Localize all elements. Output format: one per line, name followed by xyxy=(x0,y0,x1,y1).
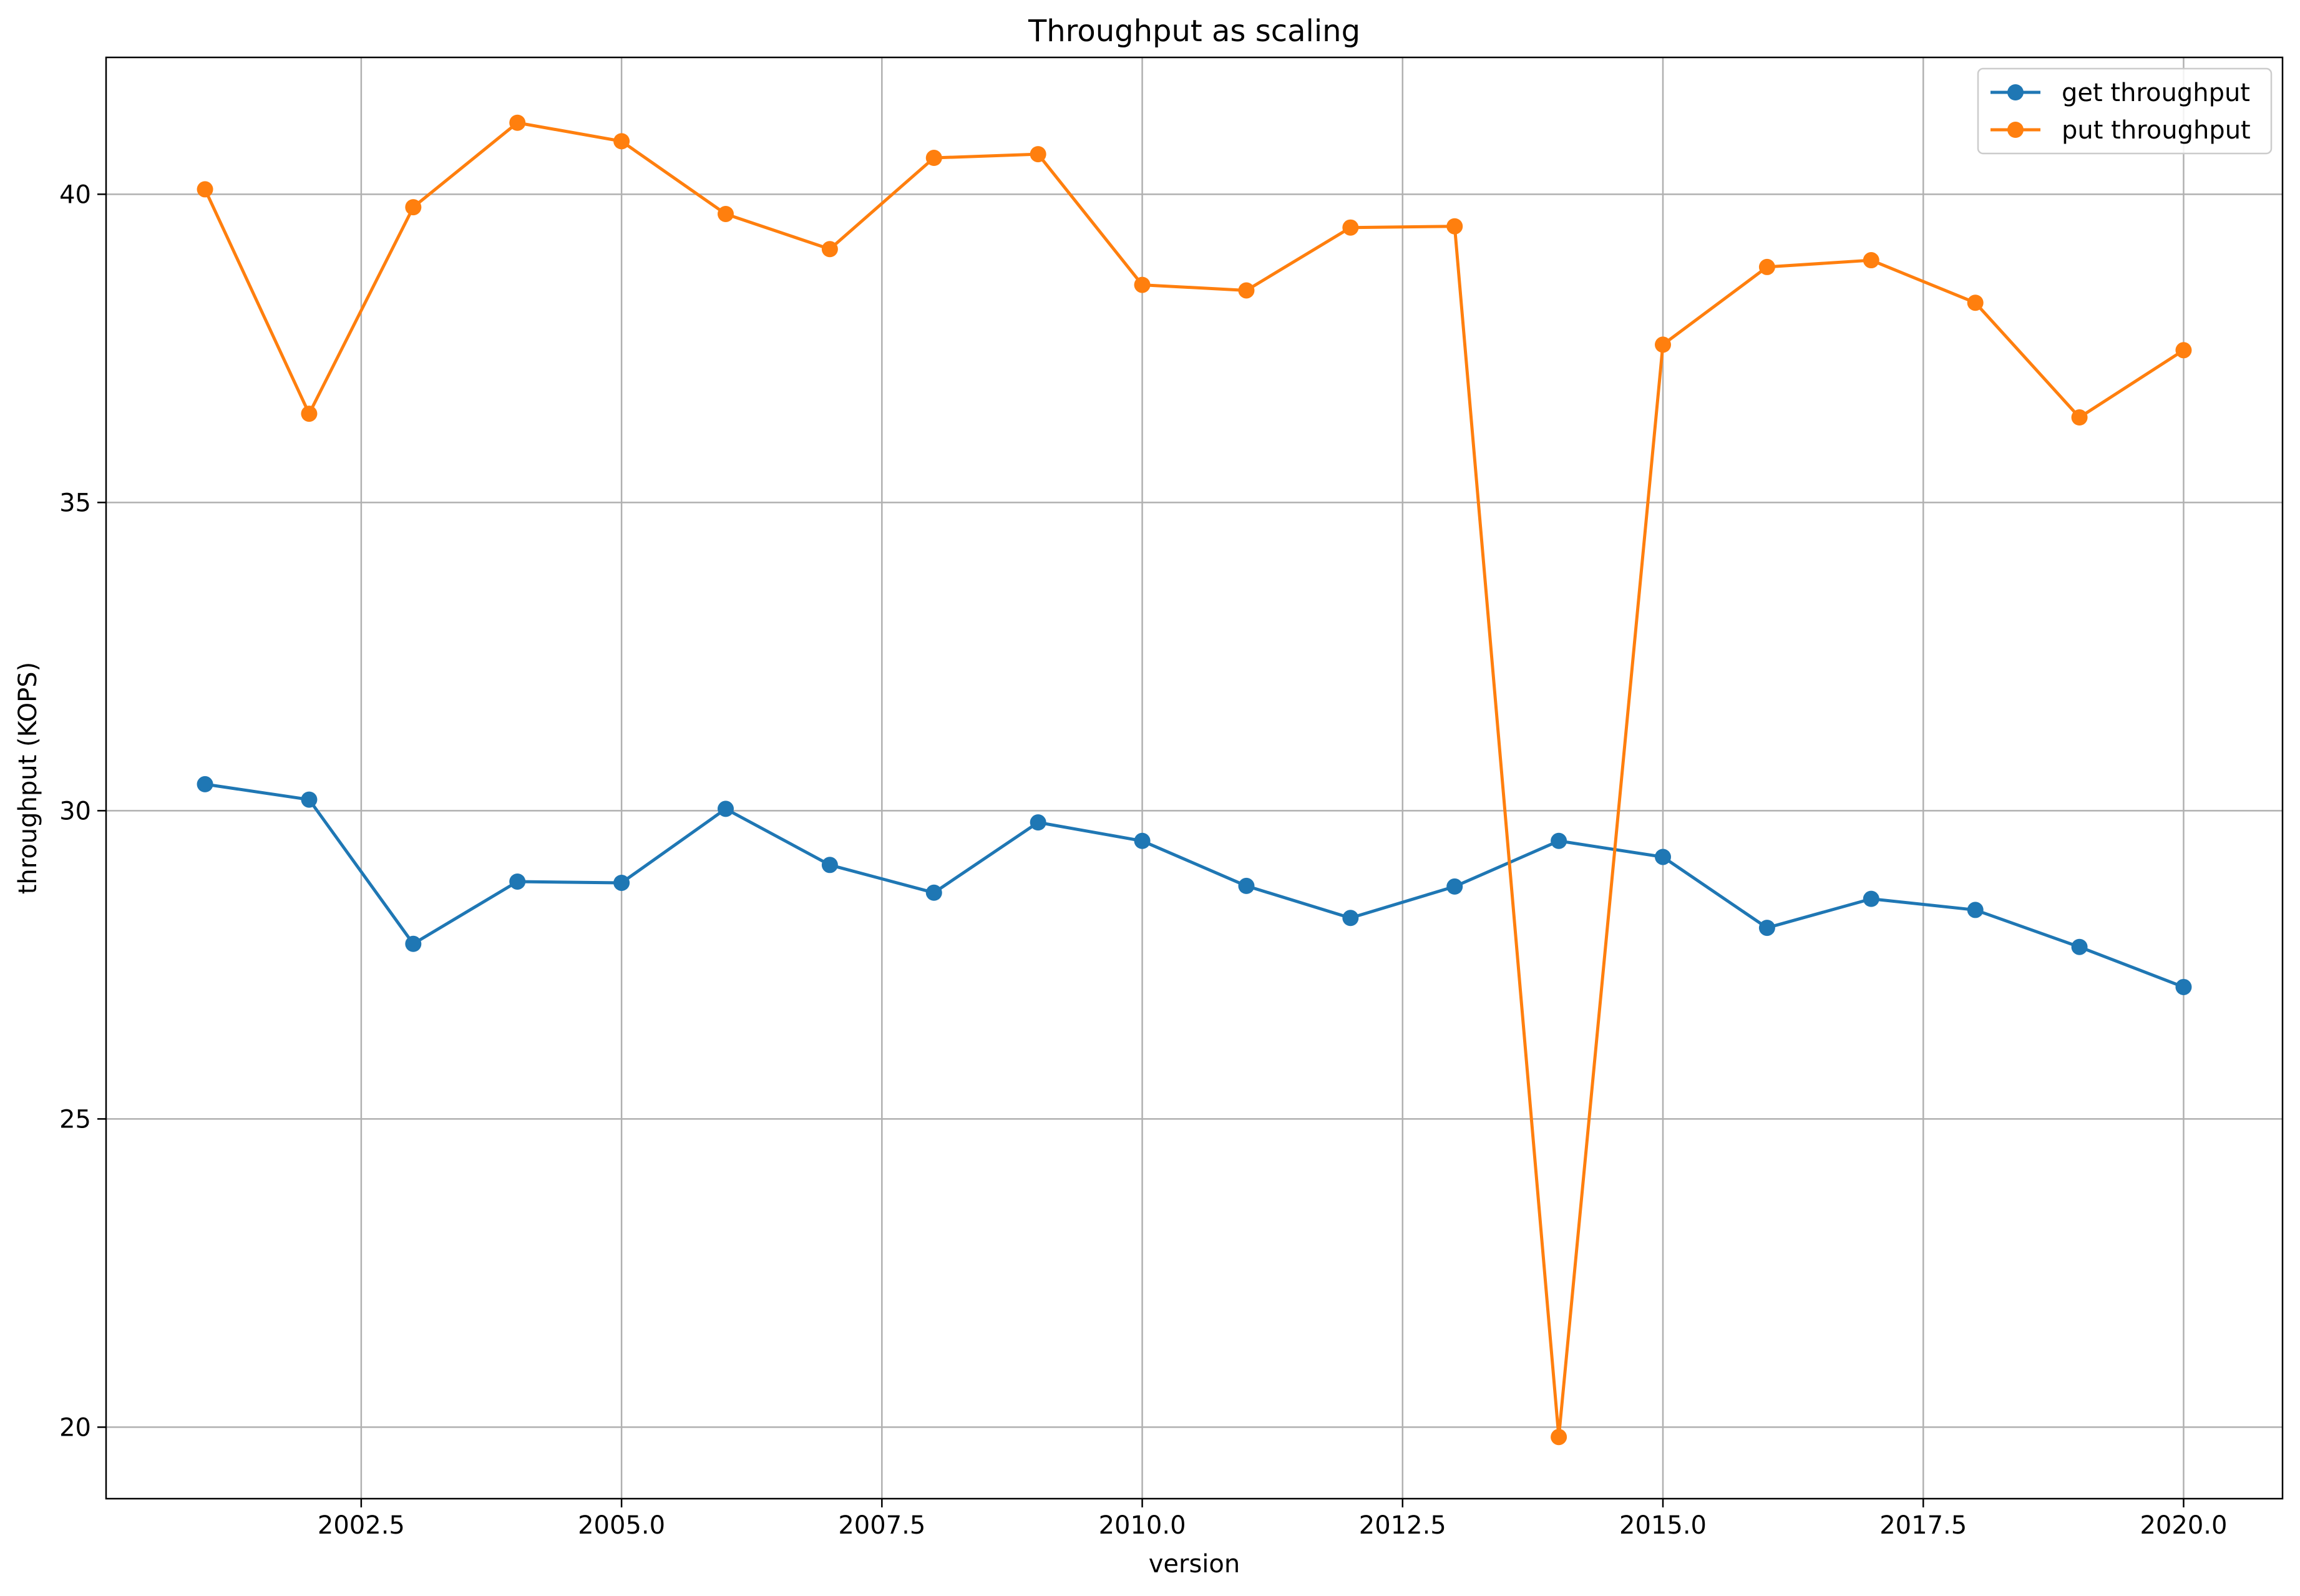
data-point xyxy=(1238,282,1255,299)
data-point xyxy=(197,181,213,198)
y-tick-label: 25 xyxy=(59,1105,91,1134)
data-point xyxy=(1758,258,1775,275)
data-point xyxy=(821,857,838,873)
legend-marker xyxy=(2007,84,2024,100)
axis-ticks: 2002.5 2005.0 2007.5 2010.0 2012.5 2015.0 2017… xyxy=(59,180,2227,1540)
data-point xyxy=(1134,832,1151,849)
data-point xyxy=(2175,342,2192,359)
series-put-throughput xyxy=(197,114,2192,1446)
x-tick-label: 2017.5 xyxy=(1879,1511,1967,1540)
data-point xyxy=(301,791,318,808)
series-layer xyxy=(197,114,2192,1446)
data-point xyxy=(1446,878,1463,895)
y-tick-label: 40 xyxy=(59,180,91,209)
x-tick-label: 2010.0 xyxy=(1099,1511,1186,1540)
data-point xyxy=(2071,409,2088,426)
data-point xyxy=(509,114,526,131)
legend-label: put throughput xyxy=(2062,116,2251,145)
y-tick-label: 35 xyxy=(59,489,91,517)
data-point xyxy=(613,133,630,150)
legend-marker xyxy=(2007,122,2024,138)
data-point xyxy=(1967,294,1984,311)
legend-entry: put throughput xyxy=(1991,116,2251,145)
data-point xyxy=(613,874,630,891)
data-point xyxy=(925,150,942,167)
series-line xyxy=(205,782,2185,989)
data-point xyxy=(821,241,838,258)
data-point xyxy=(1030,814,1046,831)
data-point xyxy=(717,800,734,817)
legend-label: get throughput xyxy=(2062,79,2250,107)
data-point xyxy=(1342,910,1359,927)
data-point xyxy=(1655,849,1672,865)
data-point xyxy=(1238,877,1255,894)
data-point xyxy=(1863,890,1879,907)
legend-box xyxy=(1977,67,2273,155)
data-point xyxy=(1655,336,1672,353)
series-get-throughput xyxy=(197,776,2192,995)
y-axis-title: throughput (KOPS) xyxy=(14,662,42,895)
data-point xyxy=(301,406,318,422)
data-point xyxy=(717,205,734,222)
data-point xyxy=(1030,146,1046,163)
data-point xyxy=(1342,219,1359,236)
data-point xyxy=(1967,902,1984,918)
x-axis-title: version xyxy=(1149,1550,1240,1579)
series-line xyxy=(203,121,2185,1439)
x-tick-label: 2002.5 xyxy=(318,1511,405,1540)
data-point xyxy=(1134,276,1151,293)
x-tick-label: 2020.0 xyxy=(2140,1511,2227,1540)
data-point xyxy=(1446,218,1463,235)
data-point xyxy=(405,935,422,952)
plot-frame xyxy=(105,56,2284,1500)
grid-lines xyxy=(106,57,2283,1499)
x-tick-label: 2015.0 xyxy=(1619,1511,1707,1540)
x-tick-label: 2012.5 xyxy=(1359,1511,1446,1540)
data-point xyxy=(405,199,422,216)
legend: get throughput put throughput xyxy=(1977,67,2273,155)
data-point xyxy=(1551,1429,1567,1446)
x-tick-label: 2005.0 xyxy=(578,1511,665,1540)
x-tick-label: 2007.5 xyxy=(838,1511,925,1540)
data-point xyxy=(197,776,213,792)
legend-entry: get throughput xyxy=(1991,79,2250,107)
data-point xyxy=(2175,978,2192,995)
data-point xyxy=(1863,252,1879,269)
y-tick-label: 20 xyxy=(59,1413,91,1442)
data-point xyxy=(1551,832,1567,849)
data-point xyxy=(1758,920,1775,937)
chart-title: Throughput as scaling xyxy=(1028,14,1360,49)
y-tick-label: 30 xyxy=(59,797,91,825)
data-point xyxy=(2071,938,2088,955)
data-point xyxy=(925,884,942,901)
data-point xyxy=(509,873,526,890)
